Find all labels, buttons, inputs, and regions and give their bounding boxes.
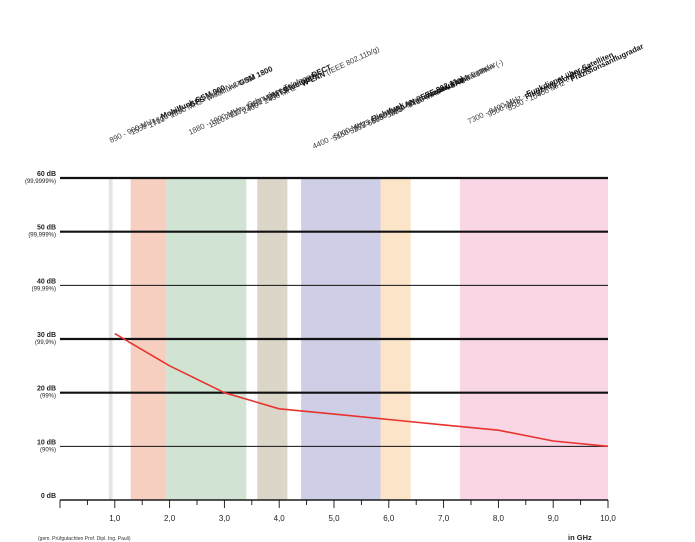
y-tick-label: 10 dB: [37, 439, 56, 446]
x-tick-label: 1,0: [109, 514, 121, 523]
y-tick-sublabel: (99,9999%): [25, 179, 56, 185]
footnote: (gem. Prüfgutachten Prof. Dipl. Ing. Pau…: [38, 536, 131, 542]
y-tick-sublabel: (99,99%): [32, 286, 56, 292]
grid-lines: [60, 176, 608, 501]
x-axis-unit-label: in GHz: [568, 533, 592, 542]
series-lines: [114, 332, 609, 448]
x-tick-label: 3,0: [219, 514, 231, 523]
y-tick-label: 60 dB: [37, 171, 56, 178]
y-tick-sublabel: (99,999%): [28, 233, 56, 239]
x-axis: 1,0 2,0 3,0 4,0 5,0 6,0 7,0 8,0 9,0 10,0: [59, 499, 616, 523]
band-label: 2400 - 2450 MHz - W-LAN (IEEE 802,11b/g): [241, 44, 381, 116]
x-tick-label: 7,0: [438, 514, 450, 523]
y-tick-label: 40 dB: [37, 278, 56, 285]
y-tick-label: 20 dB: [37, 386, 56, 393]
x-tick-label: 8,0: [493, 514, 505, 523]
x-tick-label: 5,0: [328, 514, 340, 523]
y-tick-label: 30 dB: [37, 332, 56, 339]
x-tick-label: 9,0: [548, 514, 560, 523]
y-tick-sublabel: (99,9%): [35, 340, 56, 346]
y-tick-sublabel: (90%): [40, 447, 56, 453]
band-label: 8500 - 10400 MHz - Präzisionsanflugradar: [506, 42, 645, 113]
x-tick-label: 6,0: [383, 514, 395, 523]
x-tick-label: 2,0: [164, 514, 176, 523]
y-tick-label: 0 dB: [41, 493, 56, 500]
x-tick-label: 4,0: [274, 514, 286, 523]
x-tick-label: 10,0: [600, 514, 616, 523]
y-tick-label: 50 dB: [37, 225, 56, 232]
y-tick-sublabel: (99%): [40, 394, 56, 400]
attenuation-line: [114, 332, 609, 448]
y-axis-ticks: 0 dB 10 dB(90%) 20 dB(99%) 30 dB(99,9%) 40 d…: [25, 171, 56, 500]
